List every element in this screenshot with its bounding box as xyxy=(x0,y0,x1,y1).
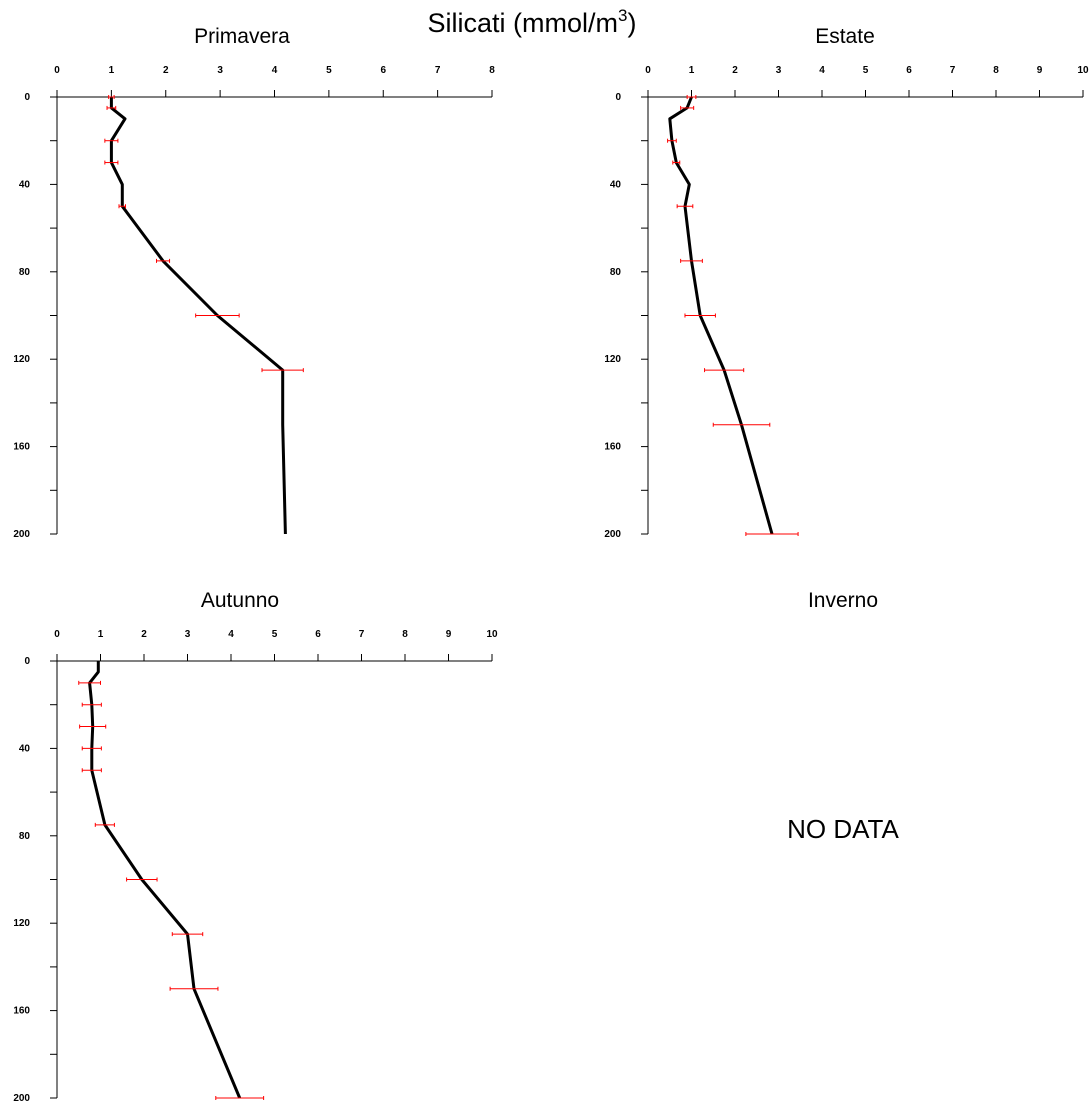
y-tick-label: 200 xyxy=(13,1093,30,1101)
panel-title: Estate xyxy=(815,25,875,48)
y-tick-label: 120 xyxy=(604,354,621,365)
chart-panel-2: Autunno 0 1 2 3 4 5 6 7 8 9 10 0 40 80 120 160 200 xyxy=(13,589,498,1101)
x-tick-label: 10 xyxy=(1077,65,1089,76)
y-tick-label: 0 xyxy=(24,92,30,103)
x-tick-label: 6 xyxy=(906,65,912,76)
figure-title: Silicati (mmol/m3) xyxy=(428,6,637,38)
y-tick-label: 120 xyxy=(13,354,30,365)
x-tick-label: 1 xyxy=(109,65,115,76)
y-tick-label: 40 xyxy=(19,179,31,190)
x-tick-label: 7 xyxy=(359,629,365,640)
x-tick-label: 10 xyxy=(486,629,498,640)
chart-panel-1: Estate 0 1 2 3 4 5 6 7 8 9 10 0 40 80 120 160 200 xyxy=(604,25,1089,540)
y-tick-label: 0 xyxy=(24,656,30,667)
panel-title: Autunno xyxy=(201,589,279,612)
x-tick-label: 4 xyxy=(228,629,234,640)
x-tick-label: 9 xyxy=(1037,65,1043,76)
series-line xyxy=(668,96,774,535)
panel-title: Inverno xyxy=(808,589,878,612)
x-tick-label: 2 xyxy=(732,65,738,76)
x-tick-label: 2 xyxy=(141,629,147,640)
x-tick-label: 5 xyxy=(272,629,278,640)
y-tick-label: 40 xyxy=(19,743,31,754)
series-line xyxy=(109,97,287,535)
x-tick-label: 3 xyxy=(776,65,782,76)
x-tick-label: 6 xyxy=(315,629,321,640)
x-tick-label: 0 xyxy=(645,65,651,76)
y-tick-label: 120 xyxy=(13,918,30,929)
y-tick-label: 40 xyxy=(610,179,622,190)
x-tick-label: 1 xyxy=(689,65,695,76)
panel-title: Primavera xyxy=(194,25,290,48)
y-tick-label: 200 xyxy=(13,529,30,540)
x-tick-label: 0 xyxy=(54,629,60,640)
y-tick-label: 80 xyxy=(610,267,622,278)
chart-panel-3: Inverno NO DATA xyxy=(787,589,899,844)
y-tick-label: 0 xyxy=(615,92,621,103)
y-tick-label: 160 xyxy=(604,442,621,453)
x-tick-label: 7 xyxy=(435,65,441,76)
no-data-message: NO DATA xyxy=(787,814,899,844)
y-tick-label: 80 xyxy=(19,267,31,278)
x-tick-label: 3 xyxy=(217,65,223,76)
x-tick-label: 2 xyxy=(163,65,169,76)
x-tick-label: 8 xyxy=(402,629,408,640)
x-tick-label: 1 xyxy=(98,629,104,640)
x-tick-label: 4 xyxy=(272,65,278,76)
x-tick-label: 0 xyxy=(54,65,60,76)
y-tick-label: 80 xyxy=(19,831,31,842)
x-tick-label: 6 xyxy=(380,65,386,76)
series-line xyxy=(88,661,242,1099)
x-tick-label: 8 xyxy=(993,65,999,76)
x-tick-label: 3 xyxy=(185,629,191,640)
y-tick-label: 200 xyxy=(604,529,621,540)
x-tick-label: 7 xyxy=(950,65,956,76)
x-tick-label: 4 xyxy=(819,65,825,76)
x-tick-label: 8 xyxy=(489,65,495,76)
x-tick-label: 5 xyxy=(326,65,332,76)
x-tick-label: 9 xyxy=(446,629,452,640)
x-tick-label: 5 xyxy=(863,65,869,76)
y-tick-label: 160 xyxy=(13,1006,30,1017)
y-tick-label: 160 xyxy=(13,442,30,453)
